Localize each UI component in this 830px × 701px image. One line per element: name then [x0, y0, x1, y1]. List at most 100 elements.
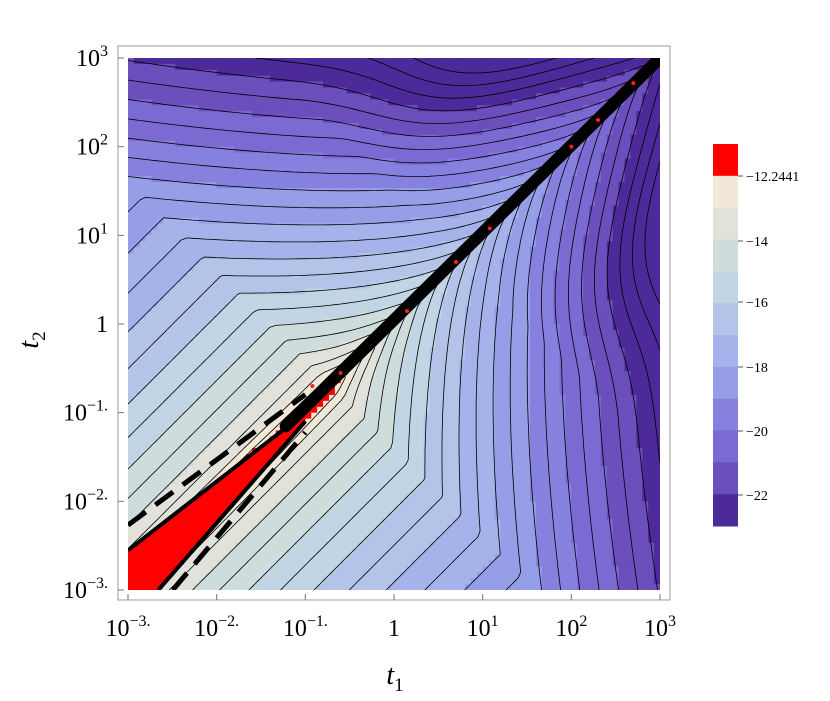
contour-cell: [571, 324, 578, 331]
contour-cell: [328, 176, 336, 183]
contour-cell: [394, 146, 401, 154]
contour-cell: [518, 211, 525, 219]
contour-cell: [175, 99, 182, 106]
contour-cell: [648, 205, 655, 213]
contour-cell: [346, 318, 354, 325]
contour-cell: [169, 111, 176, 118]
contour-cell: [654, 235, 660, 242]
contour-cell: [370, 176, 377, 183]
contour-cell: [583, 105, 590, 112]
contour-cell: [636, 335, 643, 343]
contour-cell: [305, 111, 312, 118]
contour-cell: [405, 353, 413, 361]
contour-cell: [352, 123, 360, 130]
contour-cell: [370, 235, 377, 242]
contour-cell: [417, 235, 425, 242]
contour-cell: [589, 324, 596, 331]
contour-cell: [394, 93, 401, 100]
contour-cell: [636, 300, 643, 307]
contour-cell: [642, 93, 649, 100]
contour-cell: [281, 270, 289, 278]
contour-cell: [334, 247, 342, 254]
contour-cell: [529, 276, 537, 284]
contour-cell: [435, 341, 442, 349]
contour-cell: [535, 377, 543, 384]
contour-cell: [281, 347, 289, 355]
contour-cell: [163, 264, 170, 272]
contour-cell: [618, 347, 626, 355]
contour-cell: [435, 258, 442, 266]
contour-cell: [529, 164, 537, 171]
contour-cell: [269, 99, 277, 106]
contour-cell: [346, 341, 354, 349]
contour-cell: [187, 241, 194, 248]
contour-cell: [618, 217, 626, 225]
contour-cell: [128, 294, 135, 301]
contour-cell: [311, 341, 318, 349]
contour-cell: [252, 75, 259, 83]
contour-cell: [583, 81, 590, 89]
contour-cell: [376, 152, 383, 160]
contour-cell: [163, 365, 170, 372]
contour-cell: [222, 69, 230, 77]
contour-cell: [145, 93, 153, 100]
contour-cell: [524, 270, 531, 278]
contour-cell: [654, 294, 660, 301]
contour-cell: [394, 205, 401, 213]
contour-cell: [293, 253, 301, 260]
contour-cell: [240, 258, 247, 266]
contour-cell: [370, 359, 377, 366]
contour-cell: [553, 371, 561, 378]
contour-cell: [494, 241, 501, 248]
contour-cell: [423, 365, 431, 372]
contour-cell: [370, 105, 377, 112]
contour-cell: [204, 353, 212, 361]
contour-cell: [435, 247, 442, 254]
contour-cell: [654, 140, 660, 148]
contour-cell: [252, 223, 259, 231]
contour-cell: [175, 223, 182, 231]
contour-cell: [618, 318, 626, 325]
contour-cell: [364, 270, 371, 278]
contour-cell: [281, 241, 289, 248]
contour-cell: [464, 223, 472, 231]
contour-cell: [193, 341, 200, 349]
contour-cell: [636, 87, 643, 95]
contour-cell: [263, 324, 271, 331]
contour-cell: [553, 312, 561, 319]
contour-cell: [453, 205, 460, 213]
contour-cell: [470, 247, 478, 254]
contour-cell: [151, 241, 159, 248]
contour-cell: [547, 81, 555, 89]
contour-cell: [441, 75, 448, 83]
contour-cell: [252, 199, 259, 207]
contour-cell: [157, 365, 165, 372]
contour-cell: [269, 341, 277, 349]
contour-cell: [482, 377, 490, 384]
contour-cell: [382, 383, 389, 390]
contour-cell: [364, 229, 371, 236]
contour-cell: [204, 294, 212, 301]
contour-cell: [281, 353, 289, 361]
contour-cell: [299, 282, 306, 290]
contour-cell: [187, 258, 194, 266]
contour-cell: [399, 123, 407, 130]
contour-cell: [281, 128, 289, 136]
contour-cell: [494, 146, 501, 154]
contour-cell: [210, 193, 218, 201]
contour-cell: [328, 188, 336, 195]
contour-cell: [594, 353, 602, 361]
contour-cell: [382, 188, 389, 195]
contour-cell: [382, 75, 389, 83]
contour-cell: [358, 75, 366, 83]
contour-cell: [518, 247, 525, 254]
contour-cell: [600, 294, 608, 301]
contour-cell: [340, 335, 348, 343]
contour-cell: [476, 87, 484, 95]
contour-cell: [624, 99, 632, 106]
contour-cell: [210, 253, 218, 260]
contour-cell: [494, 223, 501, 231]
contour-cell: [240, 170, 247, 177]
contour-cell: [630, 164, 637, 171]
contour-cell: [535, 318, 543, 325]
